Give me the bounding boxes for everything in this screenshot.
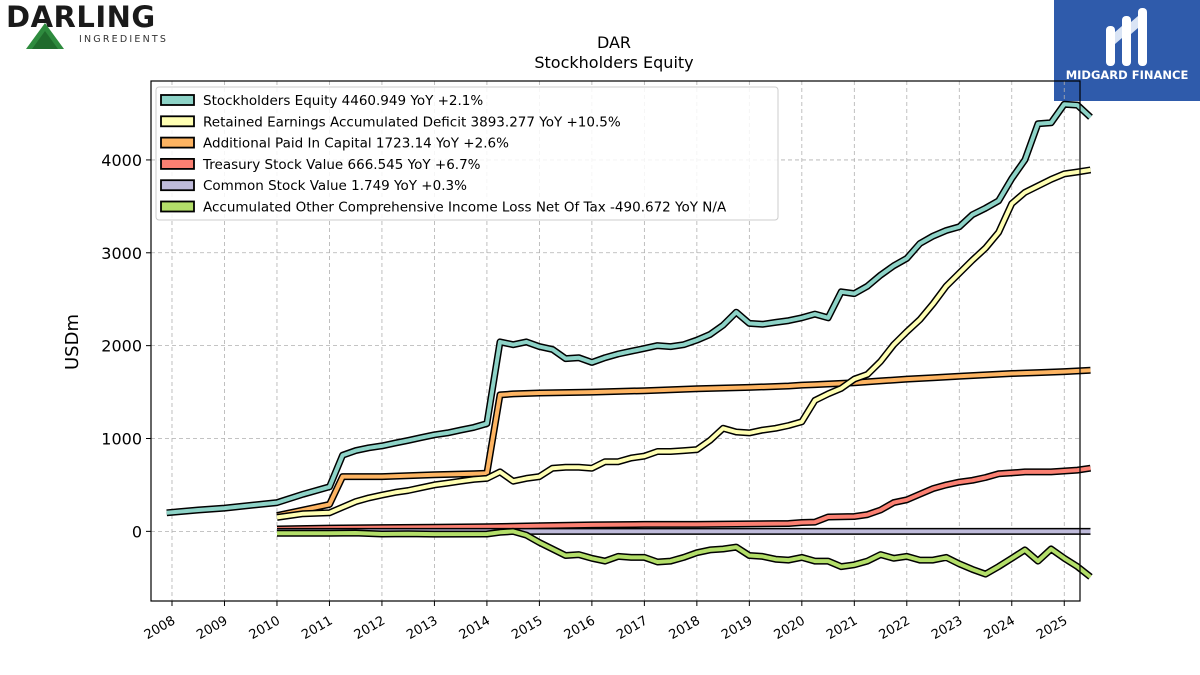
x-tick-label: 2008 — [142, 613, 178, 643]
legend-swatch — [160, 179, 195, 192]
legend-entry: Retained Earnings Accumulated Deficit 38… — [203, 114, 621, 130]
y-tick-label: 3000 — [101, 244, 142, 263]
y-tick-label: 2000 — [101, 337, 142, 356]
x-tick-label: 2014 — [457, 613, 493, 643]
x-tick-label: 2012 — [352, 613, 388, 643]
y-axis-label: USDm — [62, 314, 83, 370]
y-tick-label: 4000 — [101, 151, 142, 170]
x-tick-label: 2013 — [404, 613, 440, 643]
legend-swatch — [160, 94, 195, 106]
midgard-finance-logo: MIDGARD FINANCE — [1054, 0, 1200, 101]
logo-subtitle: INGREDIENTS — [79, 34, 169, 45]
legend-box — [155, 86, 779, 221]
x-tick-label: 2015 — [509, 613, 545, 643]
legend-entry: Additional Paid In Capital 1723.14 YoY +… — [203, 136, 509, 152]
legend-swatch — [160, 115, 195, 128]
x-tick-label: 2022 — [877, 613, 913, 643]
series-line — [276, 167, 1091, 520]
y-tick-label: 1000 — [101, 430, 142, 449]
legend-swatch — [160, 200, 195, 213]
series-line — [276, 466, 1091, 531]
series-layer — [166, 100, 1093, 580]
chart-title: DAR — [597, 33, 631, 52]
series-line — [277, 529, 1092, 579]
legend-entry: Common Stock Value 1.749 YoY +0.3% — [203, 178, 467, 194]
x-tick-label: 2010 — [247, 613, 283, 643]
series-line — [276, 368, 1091, 518]
x-tick-label: 2020 — [772, 613, 808, 643]
x-axis: 2008 2009 2010 2011 2012 2013 2014 2015 2016 2017… — [142, 601, 1070, 643]
logo-triangle-icon — [26, 23, 64, 49]
legend-swatch — [160, 157, 195, 170]
x-tick-label: 2017 — [614, 613, 650, 643]
darling-ingredients-logo: DARLING INGREDIENTS — [4, 0, 174, 49]
series-outline — [277, 527, 1093, 580]
y-axis: 0 1000 2000 3000 4000 — [101, 151, 151, 541]
legend-entry: Stockholders Equity 4460.949 YoY +2.1% — [203, 93, 483, 109]
x-tick-label: 2018 — [667, 613, 703, 643]
plot-frame — [150, 80, 1081, 602]
legend-swatch — [160, 136, 195, 149]
midgard-mark-icon — [1106, 8, 1147, 66]
x-tick-label: 2009 — [194, 613, 230, 643]
series-line — [166, 102, 1092, 515]
x-tick-label: 2023 — [929, 613, 965, 643]
x-tick-label: 2021 — [824, 613, 860, 643]
x-tick-label: 2025 — [1034, 613, 1070, 643]
chart-subtitle: Stockholders Equity — [534, 53, 693, 72]
legend-entry: Accumulated Other Comprehensive Income L… — [203, 200, 727, 216]
x-tick-label: 2011 — [299, 613, 335, 643]
x-tick-label: 2016 — [562, 613, 598, 643]
legend-entry: Treasury Stock Value 666.545 YoY +6.7% — [202, 157, 481, 173]
x-tick-label: 2019 — [719, 613, 755, 643]
x-tick-label: 2024 — [982, 613, 1018, 643]
y-tick-label: 0 — [132, 522, 142, 541]
legend: Stockholders Equity 4460.949 YoY +2.1% Re… — [155, 86, 779, 221]
midgard-wordmark: MIDGARD FINANCE — [1065, 68, 1189, 82]
logo-wordmark: DARLING — [6, 0, 156, 34]
